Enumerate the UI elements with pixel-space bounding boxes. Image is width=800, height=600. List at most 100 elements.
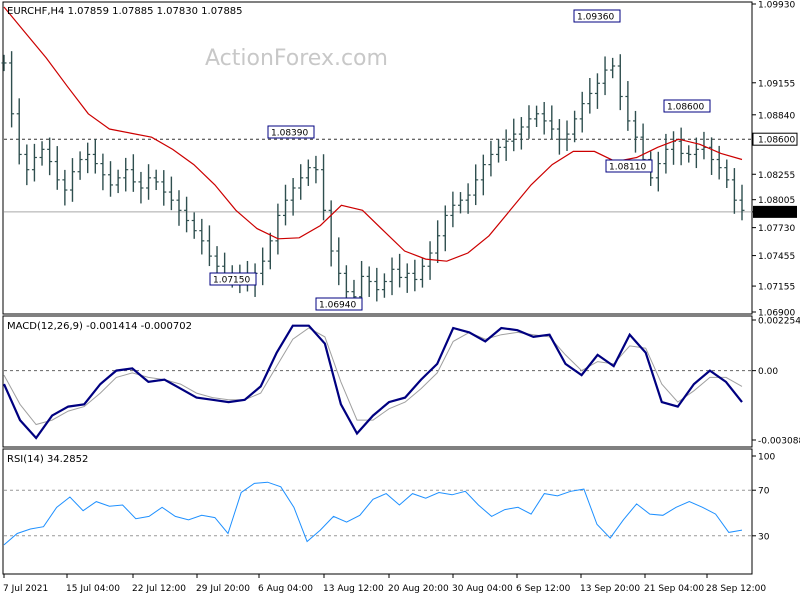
price-annotation-label: 1.09360 [577,13,614,23]
price-bar [496,139,502,163]
price-bar [290,178,296,216]
price-bar [260,247,266,286]
price-bar [366,266,372,297]
price-bar [85,142,91,174]
price-panel [2,1,753,315]
price-bar [153,169,159,191]
price-bar [442,205,448,252]
macd-tick-label: 0.00 [758,367,778,377]
price-bar [161,170,167,206]
price-tick-label: 1.07155 [758,283,795,293]
price-bar [625,81,631,131]
price-bar [69,158,75,202]
price-bar [549,105,555,139]
price-bar [480,154,486,196]
price-bar [176,190,182,226]
price-bar [404,263,410,293]
price-bar [594,73,600,109]
x-tick-label: 28 Sep 12:00 [706,584,766,594]
price-bar [9,51,15,128]
price-bar [709,137,715,175]
price-bar [31,143,37,182]
price-bar [77,151,83,180]
price-bar [168,176,174,211]
x-tick-label: 30 Aug 04:00 [452,584,513,594]
price-annotation-box [267,125,315,139]
price-bar [267,232,273,270]
x-tick-label: 21 Sep 04:00 [644,584,704,594]
price-bar [92,138,98,174]
price-annotation-label: 1.08110 [609,163,646,173]
price-bar [184,196,190,233]
x-tick-label: 20 Aug 20:00 [388,584,449,594]
price-bar [518,117,524,150]
price-tick-label: 1.07455 [758,252,795,262]
price-bar [47,137,53,176]
price-bar [587,78,593,114]
x-tick-label: 22 Jul 12:00 [132,584,186,594]
price-bar [739,184,745,221]
price-layer: 1.09360 1.08600 1.08390 1.08110 1.07150 1.069… [1,6,752,311]
price-bar [450,191,456,228]
price-bar [534,105,540,127]
price-bar [724,159,730,188]
x-tick-label: 13 Sep 20:00 [580,584,640,594]
price-bar [191,212,197,239]
price-annotation-label: 1.08600 [667,103,704,113]
price-bar [693,137,699,169]
price-bar [16,98,22,165]
price-bar [716,145,722,180]
price-bar [526,105,532,139]
price-bar [511,118,517,152]
price-bar [457,192,463,214]
price-tick-label: 1.07730 [758,224,795,234]
price-bar [305,159,311,186]
price-tick-label: 1.06900 [758,309,795,319]
rsi-layer [3,481,752,546]
price-bar [374,267,380,302]
price-bar [572,110,578,143]
price-tick-label: 1.09930 [758,1,795,11]
rsi-panel [2,448,753,575]
macd-main-line [2,324,743,440]
rsi-tick-label: 100 [758,453,775,463]
resistance-price-box [752,132,798,146]
price-annotation-label: 1.08390 [271,129,308,139]
price-bar [24,144,30,186]
rsi-title: RSI(14) 34.2852 [7,454,88,465]
price-bar [54,146,60,190]
price-tick-label: 1.08600 [758,136,795,146]
macd-panel [2,315,753,448]
x-tick-label: 13 Aug 12:00 [323,584,384,594]
price-annotation-label: 1.07150 [213,276,250,286]
x-tick-label: 15 Jul 04:00 [66,584,120,594]
price-bar [336,237,342,286]
price-bar [130,154,136,192]
price-annotation-box [573,9,621,23]
price-annotation-label: 1.06940 [319,301,356,311]
price-bar [328,200,334,267]
price-bar [397,253,403,288]
macd-layer [2,324,752,440]
price-bar [678,127,684,166]
price-bar [146,164,152,200]
price-bar [617,54,623,111]
price-bar [283,184,289,226]
price-bar [298,164,304,200]
price-annotation-box [605,159,653,173]
price-bar [321,154,327,221]
price-bar [427,241,433,280]
price-annotation-box [663,99,711,113]
price-bar [343,265,349,300]
price-bar [503,129,509,161]
macd-tick-label: -0.003088 [758,437,800,447]
price-bar [381,273,387,298]
price-bar [579,91,585,133]
price-bar [115,169,121,194]
rsi-tick-label: 70 [758,487,770,497]
price-bar [435,220,441,264]
price-bar [663,133,669,174]
price-title: EURCHF,H4 1.07859 1.07885 1.07830 1.0788… [7,6,243,17]
price-bar [313,155,319,184]
